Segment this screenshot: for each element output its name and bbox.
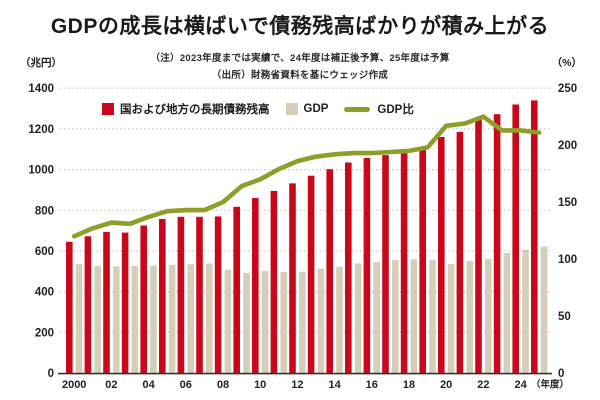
x-axis-label-2000: 2000 xyxy=(62,379,86,391)
y-axis-label-left: 1000 xyxy=(28,165,54,177)
y-axis-label-right: 0 xyxy=(558,368,564,380)
bar-debt-2005 xyxy=(159,219,166,373)
y-axis-label-left: 200 xyxy=(35,327,54,339)
bar-gdp-2025 xyxy=(540,246,548,373)
legend-item-ratio: GDP比 xyxy=(344,101,414,117)
y-axis-label-left: 400 xyxy=(35,287,54,299)
chart-legend: 国および地方の長期債務残高 GDP GDP比 xyxy=(102,101,414,117)
y-axis-label-left: 600 xyxy=(35,246,54,258)
bar-gdp-2004 xyxy=(150,265,157,373)
y-axis-label-left: 0 xyxy=(48,368,54,380)
x-axis-label-2018: 18 xyxy=(403,379,415,391)
bar-gdp-2010 xyxy=(261,270,269,373)
x-axis-label-2004: 04 xyxy=(142,379,155,391)
bar-debt-2019 xyxy=(419,149,426,373)
bar-gdp-2022 xyxy=(485,258,492,373)
x-axis-label-2020: 20 xyxy=(440,379,452,391)
bar-gdp-2012 xyxy=(299,271,306,373)
bar-gdp-2011 xyxy=(280,272,287,373)
bar-gdp-2013 xyxy=(317,268,325,373)
bar-gdp-2003 xyxy=(131,266,139,373)
x-axis-label-2006: 06 xyxy=(180,379,192,391)
x-axis-label-2008: 08 xyxy=(217,379,229,391)
bar-gdp-2020 xyxy=(447,264,455,373)
bar-debt-2004 xyxy=(140,225,147,373)
ratio-line xyxy=(71,114,542,239)
y-axis-label-left: 1200 xyxy=(28,124,54,136)
bar-gdp-2014 xyxy=(336,266,343,373)
bar-gdp-2016 xyxy=(373,261,380,373)
bar-gdp-2000 xyxy=(75,264,83,373)
x-axis-unit-label: （年度） xyxy=(531,379,569,391)
y-axis-label-right: 200 xyxy=(558,140,577,152)
bar-gdp-2021 xyxy=(466,260,473,373)
bar-debt-2011 xyxy=(270,190,278,373)
legend-item-gdp: GDP xyxy=(285,103,329,115)
gdp-legend-label: GDP xyxy=(303,103,329,115)
bar-debt-2017 xyxy=(382,155,389,373)
bar-debt-2012 xyxy=(289,183,296,373)
chart-title: GDPの成長は横ばいで債務残高ばかりが積み上がる xyxy=(50,15,550,38)
bar-gdp-2017 xyxy=(392,260,399,373)
bar-gdp-2007 xyxy=(206,263,213,373)
debt-legend-swatch xyxy=(102,103,114,115)
bar-gdp-2018 xyxy=(410,259,418,373)
bar-debt-2006 xyxy=(177,216,185,373)
y-axis-label-left: 1400 xyxy=(28,83,54,95)
x-axis-label-2022: 22 xyxy=(477,379,489,391)
bar-debt-2023 xyxy=(493,114,501,373)
bar-gdp-2024 xyxy=(522,249,529,373)
x-axis-label-2002: 02 xyxy=(105,379,117,391)
bar-debt-2024 xyxy=(512,104,519,373)
bar-gdp-2005 xyxy=(168,264,176,373)
bar-debt-2000 xyxy=(66,241,73,373)
x-axis-label-2014: 14 xyxy=(328,379,341,391)
bar-gdp-2001 xyxy=(94,265,101,373)
left-axis-unit-label: （兆円） xyxy=(20,57,62,69)
bar-gdp-2006 xyxy=(187,264,194,373)
x-axis-label-2010: 10 xyxy=(254,379,266,391)
gdp-legend-swatch xyxy=(285,103,298,115)
bar-debt-2001 xyxy=(84,236,92,373)
bar-debt-2015 xyxy=(345,162,352,373)
y-axis-label-right: 150 xyxy=(558,197,577,209)
x-axis-label-2012: 12 xyxy=(291,379,303,391)
y-axis-label-right: 100 xyxy=(558,254,577,266)
ratio-legend-swatch xyxy=(344,106,371,112)
y-axis-label-right: 250 xyxy=(558,83,577,95)
bar-debt-2021 xyxy=(456,131,464,373)
bar-debt-2018 xyxy=(400,152,408,373)
y-axis-label-right: 50 xyxy=(558,311,571,323)
bar-debt-2022 xyxy=(475,117,482,373)
bar-gdp-2002 xyxy=(113,266,120,373)
bar-debt-2007 xyxy=(196,216,203,373)
legend-item-debt: 国および地方の長期債務残高 xyxy=(102,101,270,117)
bar-debt-2010 xyxy=(252,198,259,373)
bar-debt-2016 xyxy=(363,158,371,373)
bar-debt-2013 xyxy=(307,175,315,373)
bar-debt-2002 xyxy=(103,232,110,373)
bar-debt-2009 xyxy=(233,206,240,373)
chart-note-source-1: （注）2023年度までは実績で、24年度は補正後予算、25年度は予算 xyxy=(150,53,450,64)
x-axis-label-2024: 24 xyxy=(514,379,527,391)
y-axis-label-left: 800 xyxy=(35,205,54,217)
x-axis-label-2016: 16 xyxy=(366,379,378,391)
bar-gdp-2023 xyxy=(503,253,511,373)
bar-gdp-2009 xyxy=(243,272,250,373)
bar-debt-2014 xyxy=(326,169,333,373)
debt-legend-label: 国および地方の長期債務残高 xyxy=(120,104,270,116)
bar-debt-2025 xyxy=(531,100,538,374)
bar-gdp-2015 xyxy=(354,263,362,373)
chart-note-source-2: （出所）財務省資料を基にウェッジ作成 xyxy=(211,70,389,81)
bar-gdp-2019 xyxy=(429,259,436,373)
bar-debt-2020 xyxy=(438,137,445,373)
bar-gdp-2008 xyxy=(224,269,232,373)
right-axis-unit-label: （%） xyxy=(551,57,582,69)
bar-debt-2008 xyxy=(214,216,222,373)
ratio-legend-label: GDP比 xyxy=(377,104,414,116)
bar-debt-2003 xyxy=(121,232,129,373)
